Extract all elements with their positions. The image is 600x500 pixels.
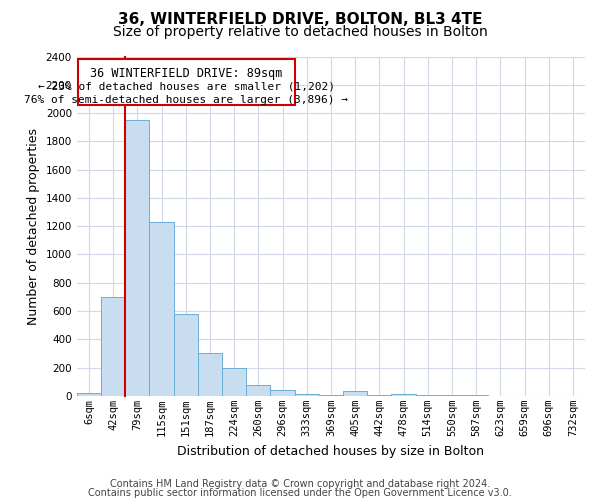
Text: ← 23% of detached houses are smaller (1,202): ← 23% of detached houses are smaller (1,…: [38, 82, 335, 92]
Bar: [222, 368, 246, 396]
Text: Contains HM Land Registry data © Crown copyright and database right 2024.: Contains HM Land Registry data © Crown c…: [110, 479, 490, 489]
Bar: [367, 395, 391, 396]
Bar: [343, 391, 367, 396]
Bar: [173, 314, 198, 396]
Bar: [149, 222, 173, 396]
Y-axis label: Number of detached properties: Number of detached properties: [27, 128, 40, 324]
Bar: [125, 120, 149, 396]
Bar: [271, 390, 295, 396]
Text: 36, WINTERFIELD DRIVE, BOLTON, BL3 4TE: 36, WINTERFIELD DRIVE, BOLTON, BL3 4TE: [118, 12, 482, 28]
Bar: [391, 394, 416, 396]
Bar: [440, 395, 464, 396]
Text: Contains public sector information licensed under the Open Government Licence v3: Contains public sector information licen…: [88, 488, 512, 498]
Text: 36 WINTERFIELD DRIVE: 89sqm: 36 WINTERFIELD DRIVE: 89sqm: [90, 67, 283, 80]
Bar: [246, 384, 271, 396]
X-axis label: Distribution of detached houses by size in Bolton: Distribution of detached houses by size …: [178, 444, 484, 458]
Bar: [319, 395, 343, 396]
Bar: [295, 394, 319, 396]
Bar: [416, 395, 440, 396]
FancyBboxPatch shape: [78, 60, 295, 106]
Text: Size of property relative to detached houses in Bolton: Size of property relative to detached ho…: [113, 25, 487, 39]
Bar: [198, 354, 222, 396]
Text: 76% of semi-detached houses are larger (3,896) →: 76% of semi-detached houses are larger (…: [25, 95, 349, 105]
Bar: [101, 297, 125, 396]
Bar: [77, 393, 101, 396]
